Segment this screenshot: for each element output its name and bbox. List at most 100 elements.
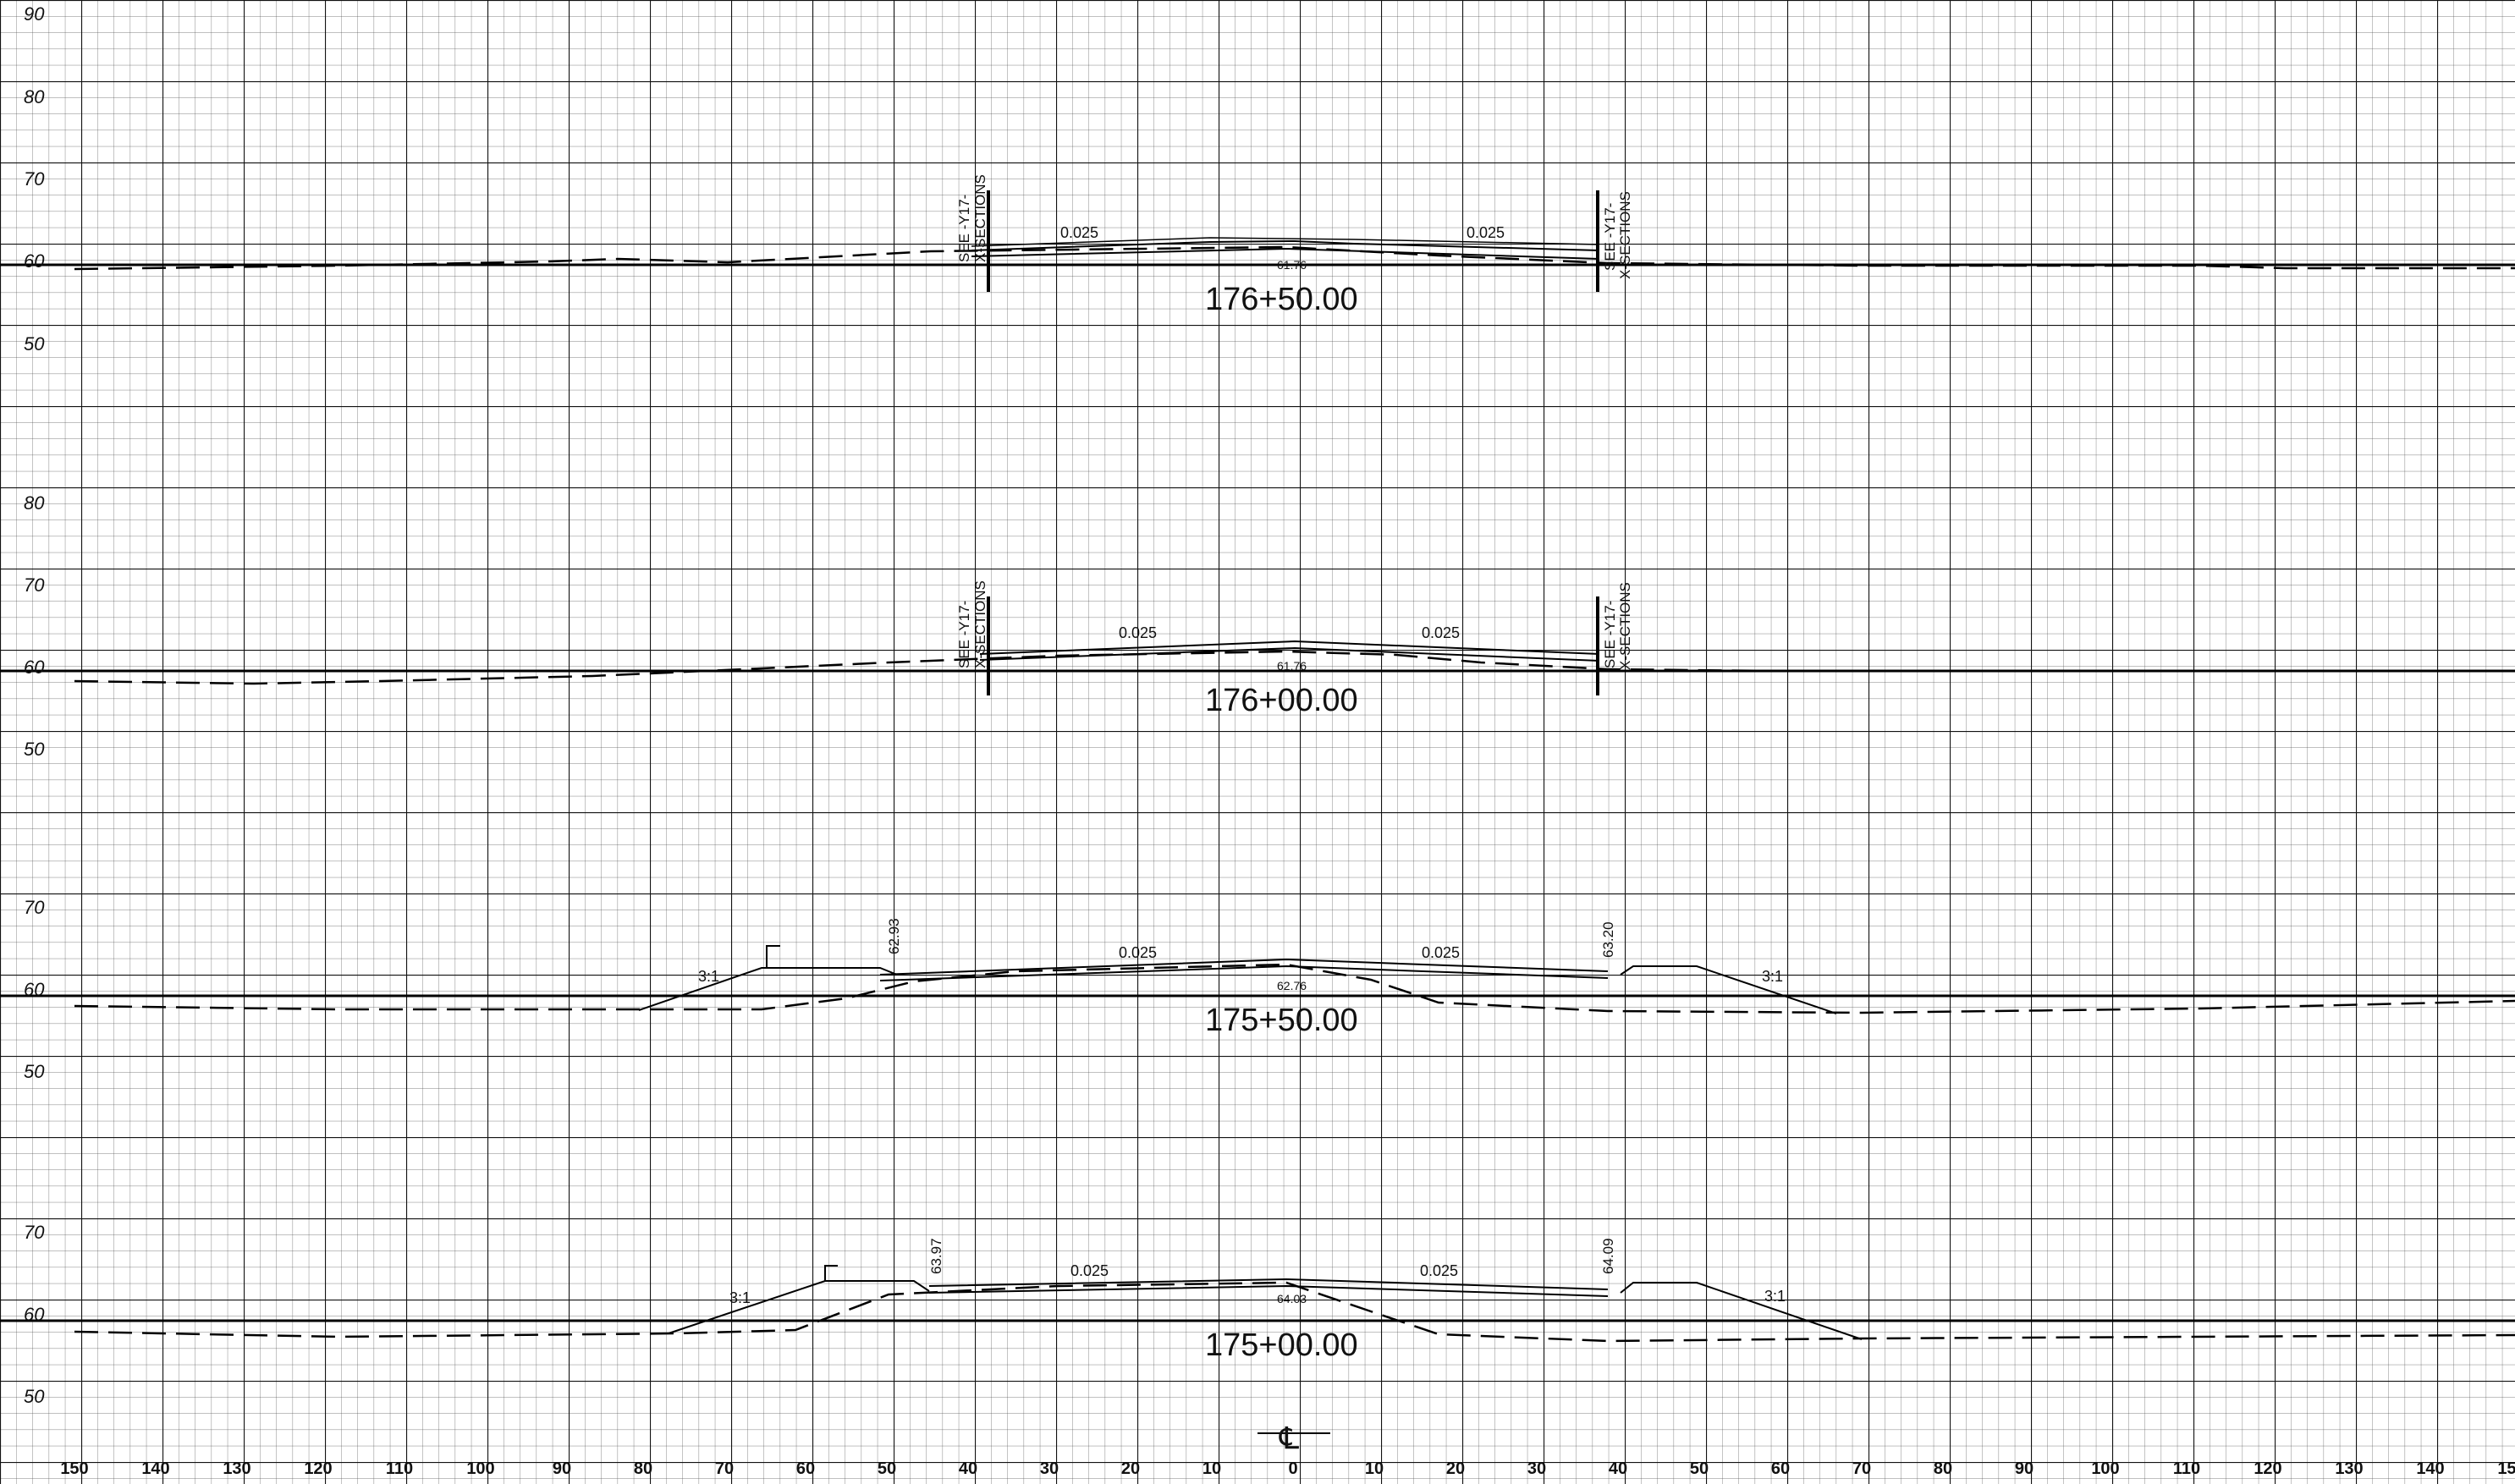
side-slope-right: 3:1 (1764, 1288, 1786, 1305)
see-note-right-line1: SEE -Y17- (1602, 601, 1618, 668)
section-175-00: 70 60 50 3:1 3:1 0.025 0.025 63.97 64.09… (0, 1222, 2515, 1407)
offset-label: 40 (959, 1459, 977, 1478)
slope-label-right: 0.025 (1420, 1262, 1458, 1279)
offset-label: 110 (2173, 1459, 2200, 1478)
see-note-right-line2: X-SECTIONS (1617, 191, 1633, 279)
proposed-subgrade (979, 646, 1600, 662)
offset-label: 70 (715, 1459, 734, 1478)
proposed-base (971, 237, 1600, 247)
elev-label: 50 (24, 1386, 45, 1407)
offset-label: 30 (1527, 1459, 1546, 1478)
proposed-subgrade (971, 247, 1600, 260)
offset-label: 110 (386, 1459, 413, 1478)
slope-label-right: 0.025 (1422, 624, 1460, 641)
offset-label: 120 (2254, 1459, 2281, 1478)
see-note-left-line1: SEE -Y17- (956, 601, 972, 668)
offset-label: 20 (1446, 1459, 1465, 1478)
offset-label: 150 (60, 1459, 88, 1478)
offset-axis: 150 140 130 120 110 100 90 80 70 60 50 40 30 20 10 0 10 2… (60, 1459, 2515, 1478)
existing-ground-line (74, 1281, 2515, 1343)
elev-label: 70 (24, 574, 45, 596)
offset-label: 40 (1609, 1459, 1627, 1478)
offset-label: 80 (634, 1459, 652, 1478)
offset-label: 150 (2497, 1459, 2515, 1478)
proposed-fill-slope-right (1620, 965, 1837, 1014)
proposed-subgrade (879, 965, 1609, 981)
section-176-00: 80 70 60 50 SEE -Y17- X-SECTIONS SEE -Y1… (0, 492, 2515, 760)
curb-left (766, 945, 780, 968)
see-note-right-line1: SEE -Y17- (1602, 203, 1618, 271)
proposed-surface (928, 1278, 1609, 1290)
existing-ground-line (74, 650, 2515, 685)
elev-label: 50 (24, 1061, 45, 1082)
proposed-fill-slope-right (1620, 1282, 1863, 1340)
proposed-fill-slope-left (668, 1280, 930, 1334)
proposed-fill-slope-left (638, 967, 898, 1011)
offset-label: 50 (1690, 1459, 1709, 1478)
elev-label: 60 (24, 250, 45, 272)
elev-label: 80 (24, 86, 45, 107)
centerline-symbol: ℄ (1279, 1421, 1299, 1455)
slope-label-left: 0.025 (1119, 944, 1157, 961)
offset-label: 10 (1365, 1459, 1384, 1478)
right-elevation: 63.20 (1600, 921, 1616, 958)
station-label: 175+00.00 (1205, 1327, 1358, 1363)
station-label: 175+50.00 (1205, 1003, 1358, 1038)
offset-label: 90 (2015, 1459, 2033, 1478)
slope-label-left: 0.025 (1060, 224, 1098, 241)
see-note-left-line2: X-SECTIONS (972, 580, 988, 668)
offset-label: 10 (1202, 1459, 1221, 1478)
grade-elevation: 61.76 (1277, 659, 1307, 673)
offset-label: 100 (2091, 1459, 2119, 1478)
see-note-left-line1: SEE -Y17- (956, 195, 972, 262)
grade-elevation: 64.03 (1277, 1292, 1307, 1305)
elev-label: 80 (24, 492, 45, 514)
side-slope-left: 3:1 (729, 1289, 751, 1306)
station-label: 176+50.00 (1205, 282, 1358, 317)
offset-label: 120 (304, 1459, 332, 1478)
grade-elevation: 61.76 (1277, 258, 1307, 272)
offset-label: 70 (1852, 1459, 1871, 1478)
offset-label: 60 (1771, 1459, 1790, 1478)
elev-label: 70 (24, 1222, 45, 1243)
offset-label: 140 (2416, 1459, 2444, 1478)
proposed-subgrade (928, 1284, 1609, 1297)
elev-label: 70 (24, 897, 45, 918)
offset-label: 20 (1121, 1459, 1140, 1478)
elev-label: 60 (24, 979, 45, 1000)
elev-label: 70 (24, 168, 45, 190)
offset-label: 130 (2335, 1459, 2363, 1478)
offset-label: 30 (1040, 1459, 1059, 1478)
left-elevation: 62.93 (886, 918, 902, 954)
offset-label: 140 (141, 1459, 169, 1478)
existing-ground-line (74, 963, 2515, 1014)
offset-label: 100 (466, 1459, 494, 1478)
see-note-left-line2: X-SECTIONS (972, 174, 988, 262)
proposed-surface (971, 239, 1600, 251)
slope-label-left: 0.025 (1119, 624, 1157, 641)
elev-label: 50 (24, 333, 45, 355)
side-slope-left: 3:1 (698, 968, 719, 985)
section-176-50: 90 80 70 60 50 SEE -Y17- X-SECTIONS SEE … (0, 3, 2515, 355)
slope-label-right: 0.025 (1467, 224, 1505, 241)
offset-label: 60 (796, 1459, 815, 1478)
left-elevation: 63.97 (928, 1238, 944, 1274)
existing-ground-line (74, 245, 2515, 271)
side-slope-right: 3:1 (1762, 968, 1783, 985)
proposed-surface (879, 958, 1609, 976)
slope-label-right: 0.025 (1422, 944, 1460, 961)
elev-label: 60 (24, 657, 45, 678)
grade-elevation: 62.76 (1277, 979, 1307, 992)
elev-label: 50 (24, 739, 45, 760)
curb-left (824, 1265, 838, 1281)
slope-label-left: 0.025 (1070, 1262, 1109, 1279)
offset-label: 0 (1288, 1459, 1297, 1478)
section-175-50: 70 60 50 3:1 3:1 0.025 0.025 62.93 63.20… (0, 897, 2515, 1082)
offset-label: 80 (1934, 1459, 1952, 1478)
right-elevation: 64.09 (1600, 1238, 1616, 1274)
station-label: 176+00.00 (1205, 683, 1358, 718)
proposed-surface (979, 640, 1600, 655)
see-note-right-line2: X-SECTIONS (1617, 582, 1633, 670)
